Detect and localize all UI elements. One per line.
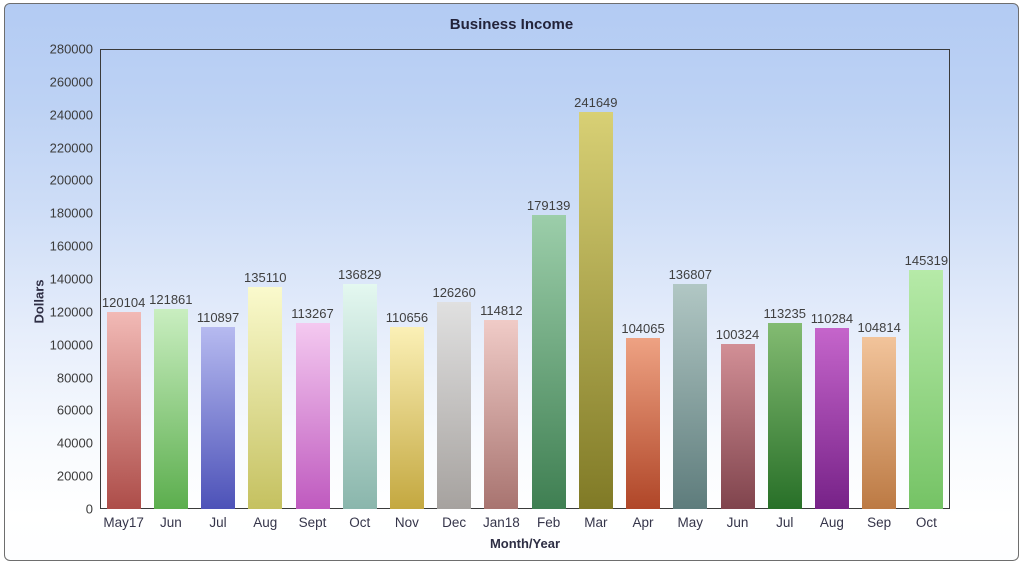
y-tick-label: 40000	[56, 435, 93, 451]
x-tick-label: Apr	[632, 515, 654, 530]
bar-May	[673, 284, 708, 509]
x-tick-label: Aug	[819, 515, 844, 530]
bar-value-label: 113267	[291, 306, 334, 321]
bar-Jul	[767, 323, 802, 509]
bar-Aug	[248, 287, 283, 509]
x-tick-label: Jul	[776, 515, 794, 530]
bar-Mar	[578, 112, 613, 509]
y-tick-label: 220000	[49, 140, 93, 156]
bar-value-label: 145319	[904, 253, 949, 268]
bar-value-label: 241649	[574, 95, 618, 110]
y-tick-label: 240000	[49, 107, 93, 123]
bar-Jan18	[484, 320, 519, 509]
bar-Jun	[153, 309, 188, 509]
bar-Apr	[626, 338, 661, 509]
bar-value-label: 110284	[810, 311, 854, 326]
y-tick-label: 100000	[49, 337, 93, 353]
y-tick-label: 140000	[49, 271, 93, 287]
x-tick-label: Jan18	[482, 515, 520, 530]
x-tick-label: Oct	[915, 515, 937, 530]
bar-value-label: 113235	[763, 306, 806, 321]
x-tick-label: May	[677, 515, 704, 530]
bar-May17	[106, 312, 141, 509]
bar-value-label: 114812	[480, 303, 523, 318]
y-tick-label: 80000	[56, 370, 93, 386]
bar-value-label: 110897	[196, 310, 240, 325]
bar-value-label: 121861	[149, 292, 193, 307]
bar-value-label: 135110	[244, 270, 287, 285]
x-tick-label: Sept	[298, 515, 327, 530]
x-tick-label: Dec	[442, 515, 467, 530]
bar-value-label: 120104	[101, 295, 146, 310]
bar-value-label: 100324	[715, 327, 760, 342]
y-tick-label: 120000	[49, 304, 93, 320]
bar-value-label: 136807	[668, 267, 712, 282]
y-tick-label: 0	[85, 501, 93, 517]
x-tick-label: Aug	[253, 515, 278, 530]
x-tick-label: Jul	[209, 515, 227, 530]
y-tick-label: 60000	[56, 402, 93, 418]
y-tick-label: 20000	[56, 468, 93, 484]
bar-value-label: 104814	[857, 320, 901, 335]
x-tick-label: Oct	[349, 515, 371, 530]
y-tick-label: 200000	[49, 172, 93, 188]
y-tick-label: 180000	[49, 205, 93, 221]
bar-Jul	[201, 327, 236, 509]
y-tick-label: 160000	[49, 238, 93, 254]
x-tick-label: Sep	[867, 515, 892, 530]
chart-title: Business Income	[449, 16, 574, 33]
bar-Oct	[342, 284, 377, 509]
x-tick-label: Feb	[536, 515, 561, 530]
y-tick-label: 260000	[49, 74, 93, 90]
bar-value-label: 104065	[621, 321, 665, 336]
x-tick-label: Jun	[159, 515, 182, 530]
x-axis-title: Month/Year	[489, 536, 561, 551]
bar-Sept	[295, 323, 330, 509]
bar-Aug	[814, 328, 849, 509]
bar-Jun	[720, 344, 755, 509]
bar-value-label: 136829	[338, 267, 382, 282]
y-tick-label: 280000	[49, 41, 93, 57]
x-tick-label: May17	[103, 515, 144, 530]
bar-Dec	[437, 302, 472, 509]
bar-value-label: 126260	[432, 285, 476, 300]
bar-value-label: 179139	[526, 198, 571, 213]
bar-Oct	[909, 270, 944, 509]
chart-card: Business Income Dollars Month/Year 0 2000…	[4, 3, 1019, 561]
bar-value-label: 110656	[385, 310, 429, 325]
bar-Feb	[531, 215, 566, 509]
bar-Sep	[862, 337, 897, 509]
x-tick-label: Jun	[726, 515, 749, 530]
x-tick-label: Mar	[584, 515, 608, 530]
bar-Nov	[389, 327, 424, 509]
x-tick-label: Nov	[394, 515, 419, 530]
plot-area	[100, 49, 950, 509]
